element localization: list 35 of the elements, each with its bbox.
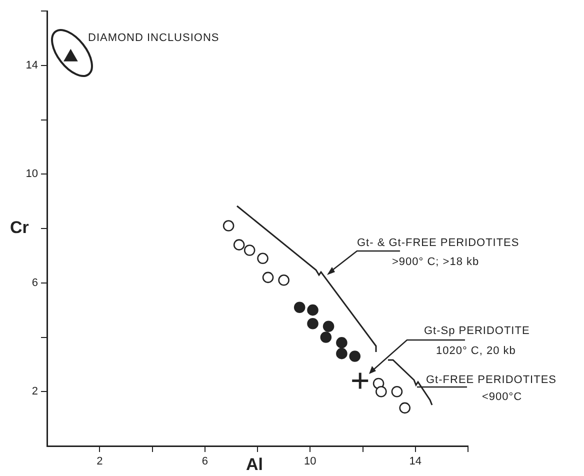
- point: [244, 244, 256, 256]
- point: [349, 350, 361, 362]
- point: [350, 372, 370, 390]
- point: [399, 402, 410, 414]
- point: [336, 348, 348, 360]
- y-tick-label: 14: [26, 59, 38, 72]
- point: [233, 239, 245, 250]
- x-tick-label: 6: [202, 456, 208, 468]
- annotation: Gt-FREE PERIDOTITES: [426, 374, 557, 387]
- x-tick-label: 10: [304, 456, 316, 468]
- point: [294, 302, 306, 313]
- point: [391, 386, 403, 398]
- y-tick-label: 6: [32, 276, 38, 289]
- annotation: 1020° C, 20 kb: [436, 345, 516, 358]
- y-tick-label: 10: [26, 168, 38, 180]
- point: [336, 337, 348, 348]
- x-axis-title: Al: [246, 455, 263, 475]
- point: [278, 274, 290, 286]
- point: [320, 332, 332, 343]
- annotation: Gt-Sp PERIDOTITE: [424, 325, 530, 338]
- point: [307, 304, 318, 316]
- point: [222, 220, 234, 232]
- point: [257, 252, 268, 264]
- x-tick-label: 14: [409, 456, 422, 468]
- annotation: Gt- & Gt-FREE PERIDOTITES: [357, 237, 520, 250]
- point: [376, 386, 387, 398]
- annotation: >900° C; >18 kb: [392, 256, 480, 269]
- point: [262, 272, 274, 284]
- point: [322, 320, 334, 332]
- y-axis-title: Cr: [10, 218, 29, 238]
- text: <900°C: [482, 391, 522, 404]
- annotation: DIAMOND INCLUSIONS: [88, 32, 220, 45]
- y-tick-label: 2: [32, 386, 38, 398]
- x-tick-label: 2: [96, 456, 103, 468]
- point: [307, 318, 318, 330]
